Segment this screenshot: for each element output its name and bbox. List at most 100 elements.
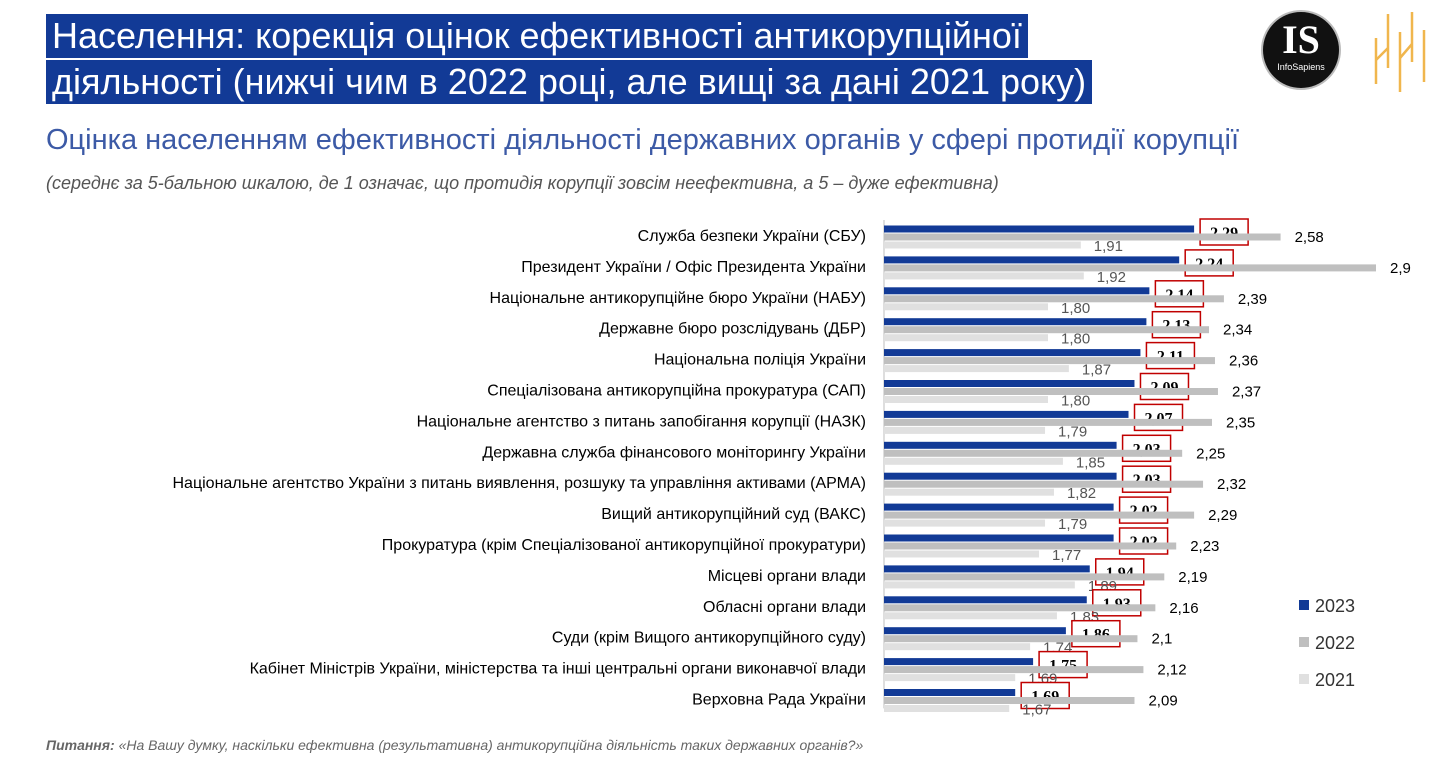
bar-2021 (884, 488, 1054, 496)
data-label-2022: 2,16 (1169, 600, 1198, 617)
data-label-2022: 2,35 (1226, 414, 1255, 431)
value-highlight-box (1154, 280, 1205, 308)
category-label: Кабінет Міністрів України, міністерства … (250, 661, 866, 678)
bar-2021 (884, 550, 1040, 558)
bar-2022 (884, 480, 1204, 488)
bar-2022 (884, 388, 1218, 395)
value-highlight-box (1020, 681, 1070, 710)
category-label: Прокуратура (крім Спеціалізованої антико… (382, 537, 866, 554)
value-highlight-box (1094, 558, 1145, 586)
value-highlight-box (1184, 249, 1234, 277)
bar-2021 (884, 705, 1010, 712)
data-label-2021: 1,91 (1094, 238, 1123, 255)
bar-2023 (884, 225, 1195, 233)
bar-2023 (884, 658, 1034, 666)
category-label: Національне антикорупційне бюро України … (490, 290, 866, 307)
data-label-2022: 2,34 (1223, 322, 1252, 339)
bar-2023 (884, 596, 1087, 604)
category-label: Вищий антикорупційний суд (ВАКС) (601, 506, 866, 523)
data-label-2021: 1,80 (1061, 393, 1090, 410)
data-label-2022: 2,39 (1238, 291, 1267, 308)
value-highlight-box (1121, 465, 1172, 493)
bar-2022 (884, 542, 1177, 550)
value-highlight-box (1121, 434, 1172, 463)
category-label: Обласні органи влади (703, 599, 866, 616)
bar-2021 (884, 612, 1057, 620)
bar-2022 (884, 511, 1195, 519)
bar-2021 (884, 643, 1031, 651)
scale-note: (середнє за 5-бальною шкалою, де 1 означ… (46, 173, 999, 193)
survey-question: Питання: «На Вашу думку, наскільки ефект… (46, 737, 863, 753)
category-label: Національна поліція України (654, 352, 866, 369)
data-label-2021: 1,92 (1097, 269, 1126, 286)
bar-2021 (884, 457, 1063, 465)
value-highlight-box (1151, 310, 1202, 339)
bar-2023 (884, 287, 1150, 295)
bar-2022 (884, 233, 1281, 241)
bar-2021 (884, 303, 1048, 311)
bar-2021 (884, 519, 1046, 527)
data-label-2022: 2,25 (1196, 445, 1225, 462)
category-label: Державне бюро розслідувань (ДБР) (599, 321, 866, 338)
value-highlight-box (1038, 650, 1088, 679)
data-label-2021: 1,79 (1058, 516, 1087, 533)
logo-letters: IS (1282, 17, 1320, 62)
legend-swatch-2021 (1299, 674, 1309, 684)
category-label: Державна служба фінансового моніторингу … (482, 444, 866, 461)
value-highlight-box (1092, 589, 1142, 617)
bar-2022 (884, 326, 1210, 334)
data-label-2021: 1,85 (1076, 454, 1105, 471)
data-label-2022: 2,1 (1151, 631, 1172, 648)
data-label-2021: 1,87 (1082, 362, 1111, 379)
legend-label-2023: 2023 (1315, 596, 1355, 616)
data-label-2022: 2,19 (1178, 569, 1207, 586)
slide-title: Населення: корекція оцінок ефективності … (46, 14, 1093, 106)
bar-2021 (884, 272, 1084, 280)
value-highlight-box (1199, 218, 1249, 246)
chart-subtitle: Оцінка населенням ефективності діяльност… (46, 124, 1240, 156)
category-label: Суди (крім Вищого антикорупційного суду) (552, 630, 866, 647)
question-text: «На Вашу думку, наскільки ефективна (рез… (118, 737, 864, 753)
value-highlight-box (1071, 619, 1121, 648)
question-label: Питання: (46, 737, 115, 753)
bar-2022 (884, 418, 1212, 426)
bar-2021 (884, 426, 1046, 434)
bar-2023 (884, 380, 1135, 387)
data-label-2022: 2,9 (1390, 260, 1411, 277)
bar-2023 (884, 503, 1114, 511)
bar-2023 (884, 627, 1066, 635)
bar-2021 (884, 581, 1075, 589)
data-label-2021: 1,79 (1058, 423, 1087, 440)
data-label-2022: 2,37 (1232, 384, 1261, 401)
logo-name: InfoSapiens (1277, 62, 1325, 72)
data-label-2022: 2,09 (1148, 693, 1177, 710)
value-highlight-box (1133, 403, 1184, 432)
title-line-2: діяльності (нижчі чим в 2022 році, але в… (46, 60, 1093, 104)
data-label-2021: 1,80 (1061, 300, 1090, 317)
category-label: Спеціалізована антикорупційна прокуратур… (487, 383, 866, 400)
category-label: Національне агентство з питань запобіган… (417, 413, 866, 430)
category-label: Національне агентство України з питань в… (173, 475, 867, 492)
legend-label-2022: 2022 (1315, 633, 1355, 653)
bar-2022 (884, 697, 1135, 704)
data-label-2021: 1,80 (1061, 331, 1090, 348)
data-label-2021: 1,67 (1022, 702, 1051, 719)
bar-2023 (884, 256, 1180, 264)
value-highlight-box (1118, 527, 1169, 555)
bar-2021 (884, 241, 1081, 249)
category-label: Служба безпеки України (СБУ) (638, 228, 866, 245)
category-label: Місцеві органи влади (708, 568, 866, 585)
data-label-2022: 2,36 (1229, 353, 1258, 370)
bar-2021 (884, 396, 1048, 403)
value-highlight-box (1118, 496, 1169, 524)
bar-2023 (884, 472, 1117, 480)
bar-2022 (884, 604, 1156, 612)
bar-2021 (884, 365, 1069, 373)
bar-2022 (884, 635, 1138, 643)
value-highlight-box (1145, 341, 1196, 370)
bar-2021 (884, 334, 1048, 342)
data-label-2021: 1,82 (1067, 485, 1096, 502)
data-label-2021: 1,77 (1052, 547, 1081, 564)
bar-2023 (884, 410, 1129, 418)
